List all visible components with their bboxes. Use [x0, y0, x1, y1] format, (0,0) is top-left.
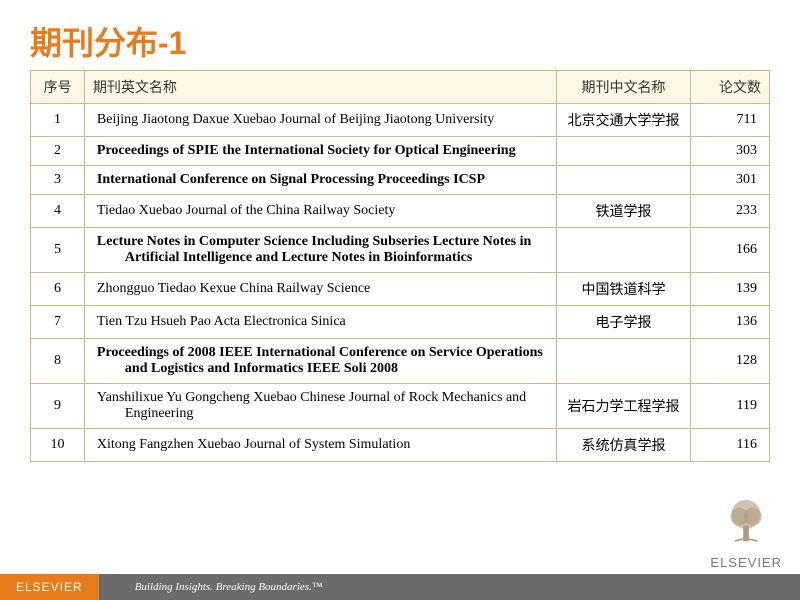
- cell-cn: 中国铁道科学: [556, 273, 691, 306]
- elsevier-logo: ELSEVIER: [710, 492, 782, 570]
- cell-num: 6: [31, 273, 85, 306]
- cell-en: Tiedao Xuebao Journal of the China Railw…: [84, 195, 556, 228]
- cell-count: 303: [691, 137, 770, 166]
- cell-cn: 电子学报: [556, 306, 691, 339]
- col-header-en: 期刊英文名称: [84, 71, 556, 104]
- logo-text: ELSEVIER: [710, 555, 782, 570]
- cell-num: 7: [31, 306, 85, 339]
- cell-count: 301: [691, 166, 770, 195]
- cell-en: Beijing Jiaotong Daxue Xuebao Journal of…: [84, 104, 556, 137]
- table-row: 4Tiedao Xuebao Journal of the China Rail…: [31, 195, 770, 228]
- table-row: 8Proceedings of 2008 IEEE International …: [31, 339, 770, 384]
- col-header-num: 序号: [31, 71, 85, 104]
- cell-en: Lecture Notes in Computer Science Includ…: [84, 228, 556, 273]
- cell-cn: 铁道学报: [556, 195, 691, 228]
- cell-num: 5: [31, 228, 85, 273]
- table-row: 3International Conference on Signal Proc…: [31, 166, 770, 195]
- cell-count: 136: [691, 306, 770, 339]
- cell-num: 2: [31, 137, 85, 166]
- tree-icon: [718, 492, 774, 548]
- table-row: 1Beijing Jiaotong Daxue Xuebao Journal o…: [31, 104, 770, 137]
- cell-cn: [556, 137, 691, 166]
- cell-en: Zhongguo Tiedao Kexue China Railway Scie…: [84, 273, 556, 306]
- cell-num: 9: [31, 384, 85, 429]
- cell-count: 116: [691, 429, 770, 462]
- table-row: 10Xitong Fangzhen Xuebao Journal of Syst…: [31, 429, 770, 462]
- cell-cn: [556, 339, 691, 384]
- cell-cn: 北京交通大学学报: [556, 104, 691, 137]
- footer-brand: ELSEVIER: [0, 574, 99, 600]
- cell-cn: [556, 166, 691, 195]
- cell-en: Yanshilixue Yu Gongcheng Xuebao Chinese …: [84, 384, 556, 429]
- cell-num: 4: [31, 195, 85, 228]
- cell-num: 10: [31, 429, 85, 462]
- cell-num: 8: [31, 339, 85, 384]
- cell-count: 711: [691, 104, 770, 137]
- col-header-cn: 期刊中文名称: [556, 71, 691, 104]
- table-row: 9Yanshilixue Yu Gongcheng Xuebao Chinese…: [31, 384, 770, 429]
- cell-en: Tien Tzu Hsueh Pao Acta Electronica Sini…: [84, 306, 556, 339]
- cell-count: 139: [691, 273, 770, 306]
- cell-cn: [556, 228, 691, 273]
- slide-title: 期刊分布-1: [30, 18, 770, 64]
- cell-en: Proceedings of 2008 IEEE International C…: [84, 339, 556, 384]
- footer-bar: ELSEVIER Building Insights. Breaking Bou…: [0, 574, 800, 600]
- col-header-count: 论文数: [691, 71, 770, 104]
- table-row: 2Proceedings of SPIE the International S…: [31, 137, 770, 166]
- cell-count: 128: [691, 339, 770, 384]
- cell-cn: 岩石力学工程学报: [556, 384, 691, 429]
- table-row: 7Tien Tzu Hsueh Pao Acta Electronica Sin…: [31, 306, 770, 339]
- table-row: 5Lecture Notes in Computer Science Inclu…: [31, 228, 770, 273]
- journal-table: 序号 期刊英文名称 期刊中文名称 论文数 1Beijing Jiaotong D…: [30, 70, 770, 462]
- cell-cn: 系统仿真学报: [556, 429, 691, 462]
- cell-num: 1: [31, 104, 85, 137]
- cell-count: 233: [691, 195, 770, 228]
- table-row: 6Zhongguo Tiedao Kexue China Railway Sci…: [31, 273, 770, 306]
- footer-tagline: Building Insights. Breaking Boundaries.™: [99, 581, 323, 593]
- cell-count: 166: [691, 228, 770, 273]
- cell-en: Proceedings of SPIE the International So…: [84, 137, 556, 166]
- cell-en: International Conference on Signal Proce…: [84, 166, 556, 195]
- cell-count: 119: [691, 384, 770, 429]
- cell-en: Xitong Fangzhen Xuebao Journal of System…: [84, 429, 556, 462]
- table-header-row: 序号 期刊英文名称 期刊中文名称 论文数: [31, 71, 770, 104]
- cell-num: 3: [31, 166, 85, 195]
